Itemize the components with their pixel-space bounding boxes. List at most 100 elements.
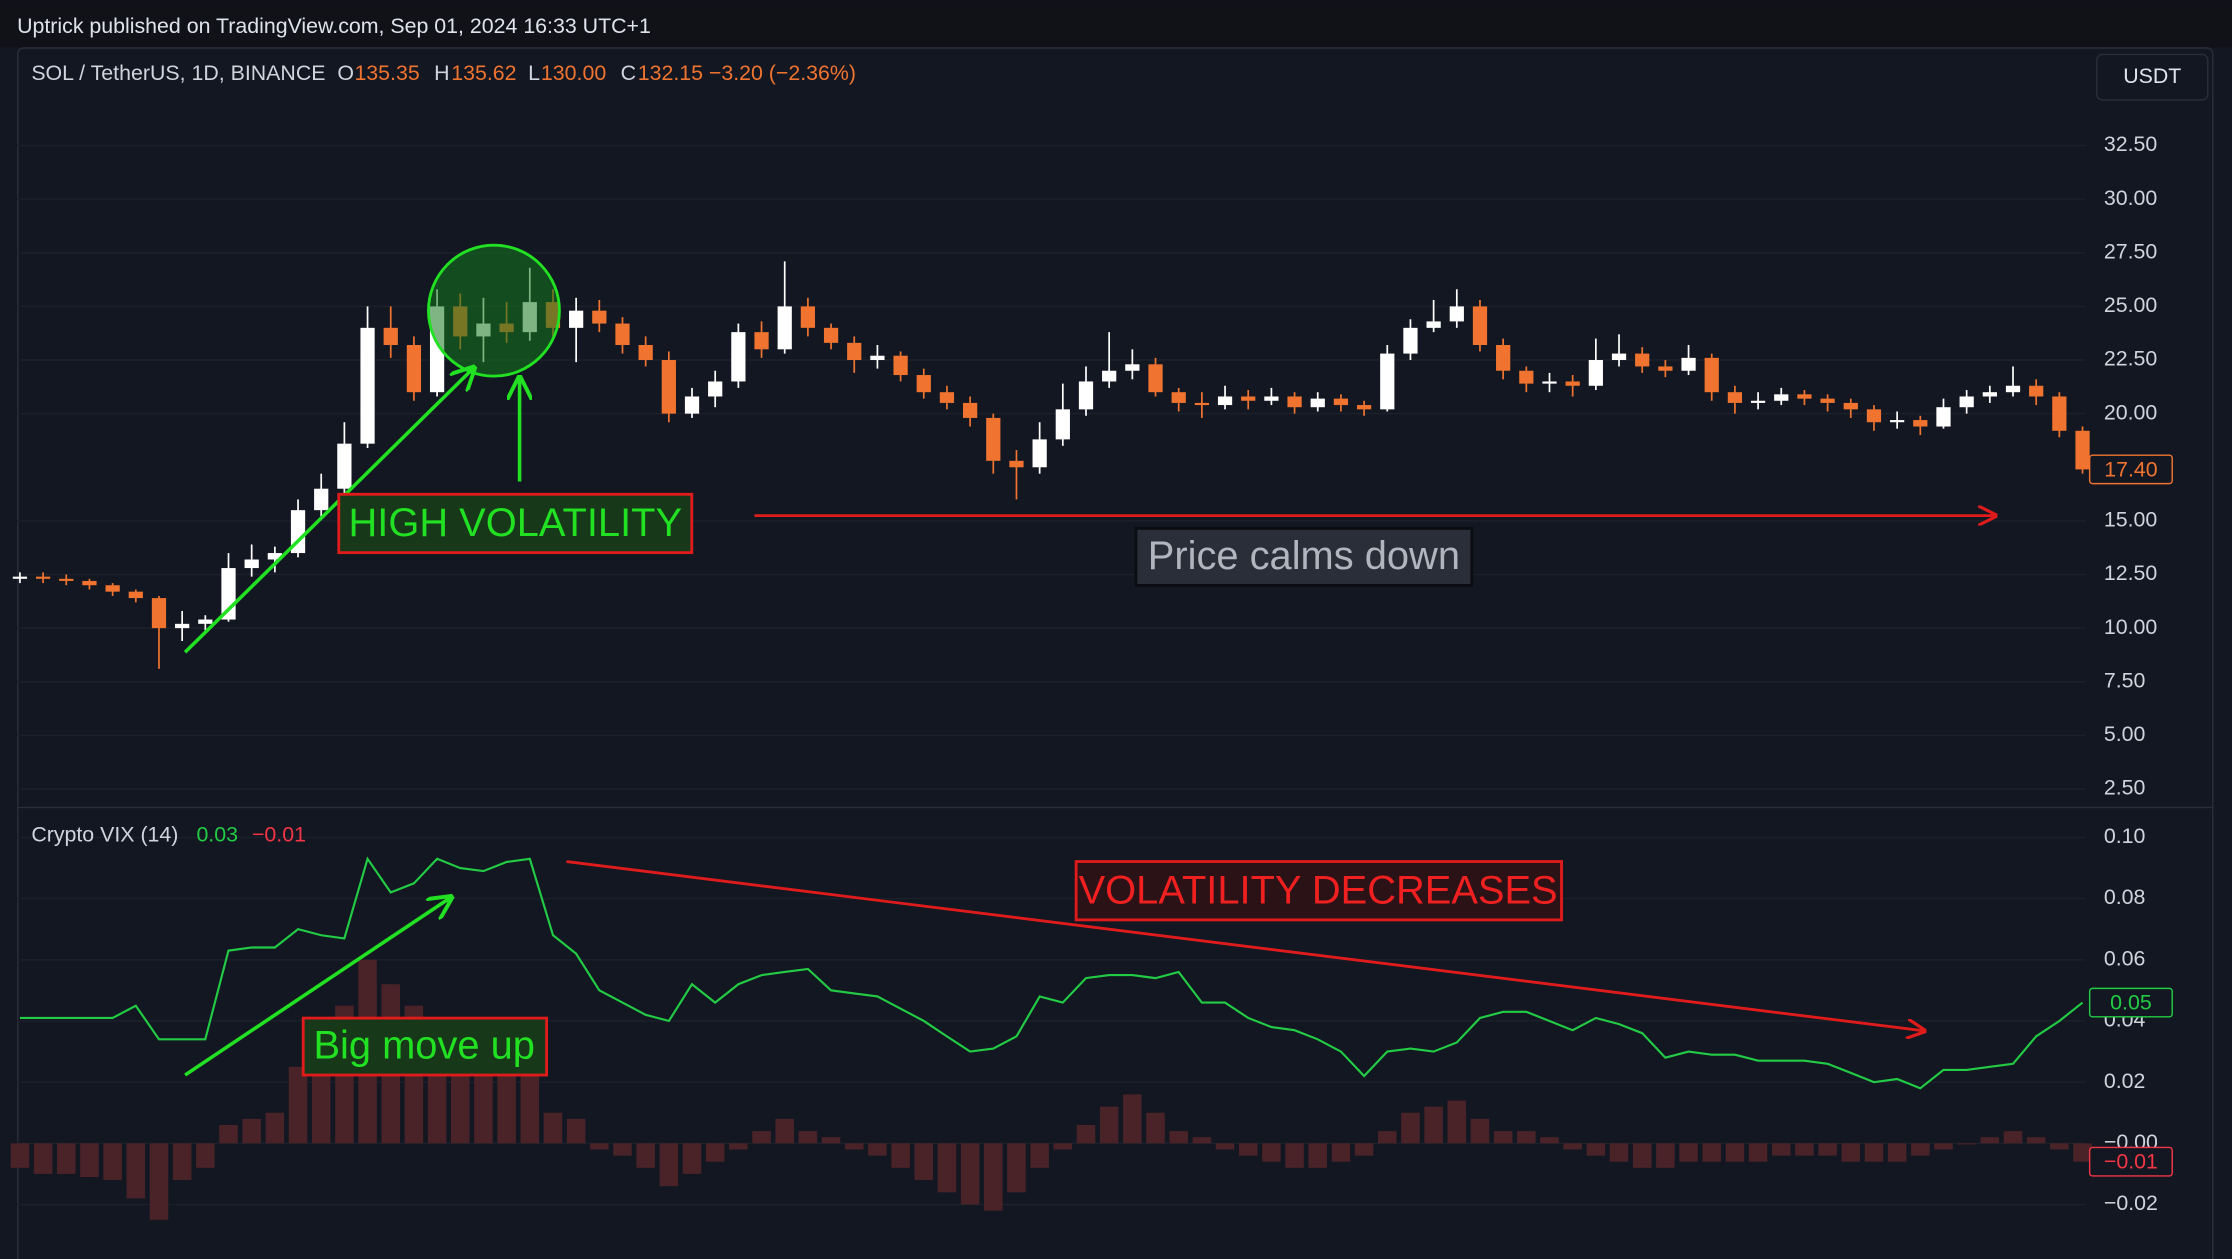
histogram-bar [798,1131,818,1144]
histogram-bar [1517,1131,1536,1144]
candle-body [2029,385,2044,397]
ohlc-value: 135.35 [354,61,419,85]
candle-body [12,576,28,579]
last-value-label: 0.05 [2110,991,2152,1015]
price-change: −3.20 (−2.36%) [709,61,856,85]
histogram-bar [57,1143,76,1174]
candle-body [1843,402,1858,410]
last-value-badge [2088,987,2173,1018]
last-value-label: −0.01 [2104,1150,2158,1174]
histogram-bar [1192,1137,1212,1144]
histogram-bar [1285,1143,1304,1168]
candle-body [1727,392,1743,403]
candle-body [963,402,978,418]
histogram-bar [1818,1143,1837,1156]
legend-value: 0.03 [196,823,238,847]
candle-body [1102,370,1117,382]
histogram-bar [242,1118,261,1144]
candle-body [592,310,607,324]
histogram-bar [1934,1143,1953,1150]
histogram-bar [1053,1143,1073,1150]
candle-body [267,553,282,560]
candle-body [1704,357,1719,393]
candle-body [1449,306,1464,322]
histogram-bar [1957,1143,1976,1145]
histogram-bar [1679,1143,1698,1162]
publish-info: Uptrick published on TradingView.com, Se… [17,14,651,38]
candle-body [1333,398,1349,406]
histogram-bar [1493,1131,1513,1144]
ohlc-key: C [621,61,636,85]
currency-label[interactable]: USDT [2123,64,2181,88]
candle-body [1890,420,1905,423]
candle-body [916,375,931,393]
candle-body [1959,396,1974,408]
histogram-bar [10,1143,30,1168]
histogram-bar [1609,1143,1629,1162]
candle-body [1380,353,1395,410]
histogram-bar [543,1112,563,1144]
last-value-badge [2088,454,2173,485]
candle-body [105,585,120,592]
histogram-bar [1169,1131,1188,1144]
histogram-bar [868,1143,887,1156]
ohlc-key: O [337,61,354,85]
y-tick-label: 27.50 [2104,239,2158,263]
y-tick-label: 15.00 [2104,508,2158,532]
candle-body [1565,381,1580,386]
last-value-badge [2088,1146,2173,1177]
ohlc-value: 130.00 [541,61,606,85]
move-up-arrow [184,897,451,1077]
candle-body [1032,439,1047,468]
candle-body [82,580,97,586]
candle-body [2005,385,2021,393]
histogram-bar [1911,1143,1930,1156]
chart-frame [17,47,2214,1259]
candle-body [1774,394,1789,401]
histogram-bar [844,1143,864,1150]
candle-body [823,327,839,343]
histogram-bar [1563,1143,1582,1150]
header-bar [0,0,2232,48]
histogram-bar [1215,1143,1235,1150]
histogram-bar [103,1143,122,1181]
candle-body [59,578,74,581]
candle-body [406,345,422,393]
candle-body [1658,366,1673,371]
histogram-bar [566,1118,586,1144]
candle-body [638,345,653,361]
candle-body [1635,353,1650,367]
histogram-bar [729,1143,748,1150]
candle-body [151,598,167,629]
candle-body [1241,396,1256,401]
histogram-bar [265,1112,285,1144]
annotation-text: HIGH VOLATILITY [349,501,683,545]
candle-body [244,559,259,569]
candle-body [615,323,630,346]
candle-body [569,310,584,328]
histogram-bar [2050,1143,2069,1150]
candle-body [1681,357,1696,371]
candle-body [870,355,885,361]
candle-body [1426,321,1441,328]
y-tick-label: 20.00 [2104,400,2158,424]
histogram-bar [288,1066,308,1144]
y-tick-label: −0.02 [2104,1191,2158,1215]
candle-body [1866,409,1882,423]
histogram-bar [2003,1131,2023,1144]
annotation-box [337,492,694,555]
histogram-bar [1401,1112,1420,1144]
ohlc-value: 135.62 [451,61,516,85]
candle-body [337,443,352,489]
currency-button[interactable] [2096,53,2209,101]
candle-body [1055,409,1070,440]
candle-body [1519,370,1534,384]
legend-layer: 32.50 30.00 27.50 25.00 22.50 20.00 15.00 12.50… [31,61,2173,1215]
histogram-bar [1795,1143,1814,1156]
highlight-circle [427,243,561,378]
pane-title: SOL / TetherUS, 1D, BINANCE [31,61,325,85]
y-tick-label: 0.10 [2104,824,2146,848]
y-tick-label: 22.50 [2104,347,2158,371]
candle-body [1171,392,1186,403]
histogram-bar [775,1118,794,1144]
